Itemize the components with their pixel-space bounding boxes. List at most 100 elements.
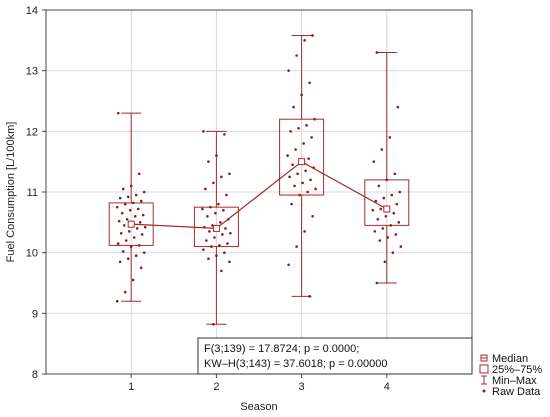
stats-annotation-line-2: KW–H(3;143) = 37.6018; p = 0.00000 — [204, 358, 387, 370]
raw-data-point — [201, 207, 204, 211]
raw-data-point — [116, 111, 120, 115]
raw-data-point — [390, 193, 394, 197]
raw-data-point — [209, 205, 212, 209]
raw-data-point — [300, 93, 303, 97]
raw-data-point — [207, 160, 210, 163]
raw-data-point — [226, 242, 229, 245]
raw-data-points — [115, 34, 403, 326]
raw-data-point — [393, 172, 397, 176]
median-connector-line — [131, 160, 388, 230]
raw-data-point — [303, 39, 306, 42]
raw-data-point — [385, 178, 389, 182]
median-marker — [127, 220, 135, 228]
raw-data-point — [303, 230, 306, 233]
raw-data-point — [291, 163, 294, 166]
grid — [46, 9, 472, 375]
raw-data-point — [287, 263, 290, 267]
raw-data-point — [221, 233, 224, 236]
legend-item-square: Median — [480, 353, 528, 365]
raw-data-point — [310, 136, 313, 139]
raw-data-point — [225, 193, 228, 197]
raw-data-point — [215, 154, 218, 157]
raw-data-point — [395, 202, 399, 206]
raw-data-point — [126, 257, 130, 261]
x-tick-label: 3 — [299, 381, 305, 393]
raw-data-point — [123, 202, 127, 206]
x-axis-title: Season — [240, 401, 277, 413]
raw-data-point — [398, 190, 402, 194]
raw-data-point — [383, 260, 387, 264]
raw-data-point — [129, 184, 133, 188]
raw-data-point — [219, 221, 222, 224]
raw-data-point — [228, 260, 231, 264]
raw-data-point — [129, 245, 133, 248]
raw-data-point — [215, 254, 218, 257]
raw-data-point — [126, 195, 130, 199]
raw-data-point — [124, 239, 128, 242]
legend-label: Median — [492, 353, 528, 365]
raw-data-point — [373, 230, 377, 233]
raw-data-point — [125, 218, 129, 221]
y-tick-label: 12 — [26, 126, 38, 138]
raw-data-point — [223, 251, 226, 254]
raw-data-point — [214, 211, 217, 215]
raw-data-point — [118, 260, 122, 264]
raw-data-point — [314, 187, 317, 191]
raw-data-point — [295, 245, 298, 248]
median-marker — [212, 224, 220, 232]
y-tick-label: 8 — [32, 369, 38, 381]
raw-data-point — [308, 81, 311, 85]
raw-data-point — [121, 250, 125, 253]
raw-data-point — [131, 278, 135, 282]
raw-data-point — [206, 214, 209, 218]
raw-data-point — [222, 208, 225, 212]
raw-data-point — [137, 244, 141, 247]
raw-data-point — [313, 117, 316, 121]
y-tick-label: 13 — [26, 66, 38, 78]
raw-data-point — [295, 54, 298, 57]
median-marker — [298, 158, 306, 166]
raw-data-point — [297, 127, 300, 130]
x-tick-label: 4 — [384, 381, 390, 393]
raw-data-point — [117, 219, 121, 223]
raw-data-point — [311, 34, 314, 37]
raw-data-point — [298, 193, 301, 197]
y-tick-label: 10 — [26, 248, 38, 260]
raw-data-point — [115, 299, 119, 303]
raw-data-point — [302, 142, 305, 145]
legend-item-box: 25%–75% — [479, 364, 542, 376]
raw-data-point — [389, 224, 393, 227]
raw-data-point — [374, 199, 378, 203]
raw-data-point — [292, 105, 295, 109]
legend-label: Raw Data — [492, 386, 541, 398]
x-tick-label: 1 — [128, 381, 134, 393]
raw-data-point — [301, 181, 304, 185]
raw-data-point — [309, 178, 312, 182]
raw-data-point — [131, 201, 135, 205]
y-axis: 8 9 10 11 12 13 14 — [26, 5, 46, 381]
y-tick-label: 14 — [26, 5, 38, 17]
raw-data-point — [394, 233, 398, 236]
raw-data-point — [120, 211, 124, 215]
y-tick-label: 9 — [32, 308, 38, 320]
stats-annotation-box — [197, 337, 473, 375]
raw-data-point — [134, 254, 138, 257]
legend-symbol-box — [479, 364, 489, 374]
raw-data-point — [204, 187, 207, 191]
raw-data-point — [137, 172, 141, 176]
raw-data-point — [218, 244, 221, 247]
raw-data-point — [384, 214, 388, 218]
raw-data-point — [305, 123, 308, 127]
raw-data-point — [142, 190, 146, 194]
x-axis: 1 2 3 4 — [128, 374, 390, 393]
legend-symbol-dot — [482, 389, 486, 393]
raw-data-point — [372, 160, 376, 163]
y-axis-title: Fuel Consumption [L/100km] — [5, 122, 17, 263]
raw-data-point — [380, 148, 384, 151]
raw-data-point — [212, 181, 215, 185]
raw-data-point — [207, 257, 210, 261]
raw-data-point — [392, 211, 396, 215]
raw-data-point — [296, 172, 299, 176]
raw-data-point — [378, 239, 382, 242]
